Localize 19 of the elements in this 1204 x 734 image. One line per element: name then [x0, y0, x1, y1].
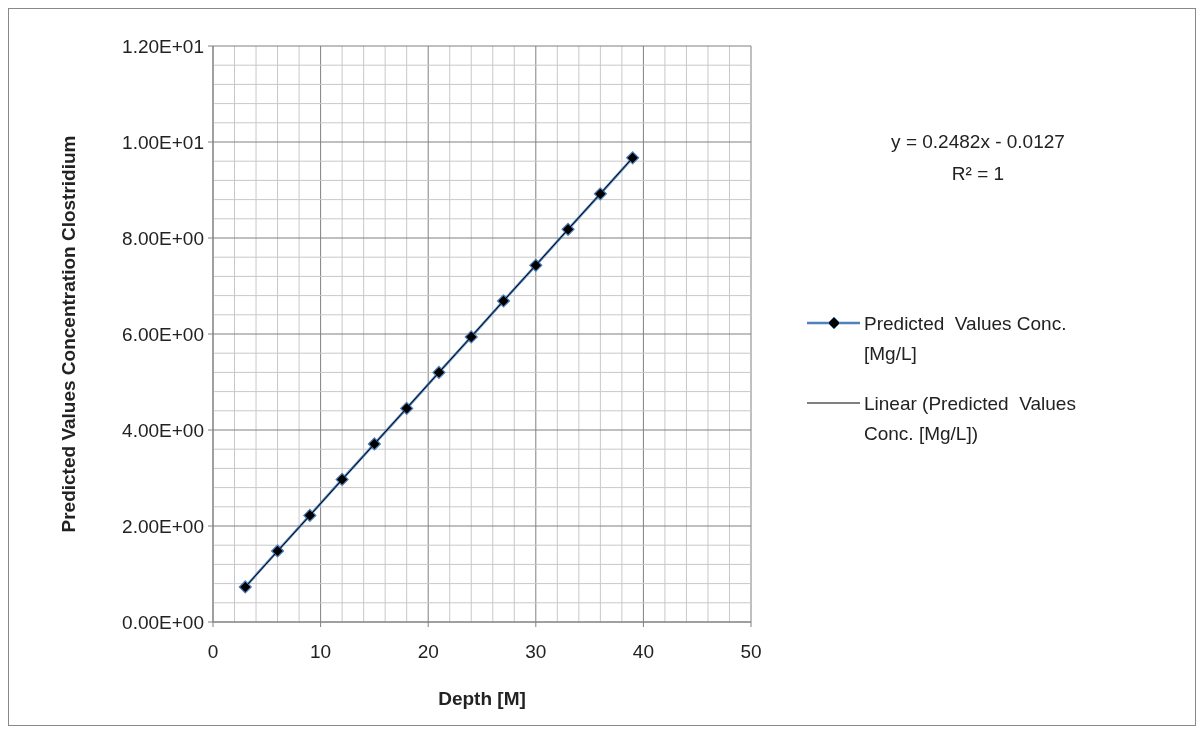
- text: y = 0.2482x - 0.0127: [891, 131, 1065, 152]
- x-tick-label: 0: [207, 641, 219, 662]
- y-tick-label: 2.00E+00: [122, 515, 204, 537]
- y-tick-label: 1.00E+01: [122, 131, 204, 153]
- y-tick-label: 4.00E+00: [122, 419, 204, 441]
- x-axis-title: Depth [M]: [438, 688, 526, 709]
- x-tick-label: 10: [310, 641, 332, 662]
- y-tick-label: 8.00E+00: [122, 227, 204, 249]
- legend-label: Linear (Predicted Values Conc. [Mg/L]): [864, 392, 1076, 444]
- y-axis-title: Predicted Values Concentration Clostridium: [58, 135, 79, 533]
- y-tick-label: 1.20E+01: [122, 35, 204, 57]
- x-tick-label: 50: [740, 641, 762, 662]
- text: R² = 1: [951, 163, 1005, 184]
- y-tick-label: 6.00E+00: [122, 323, 204, 345]
- legend-label: Predicted Values Conc. [Mg/L]: [864, 312, 1067, 364]
- x-tick-label: 40: [632, 641, 654, 662]
- y-tick-label: 0.00E+00: [122, 611, 204, 633]
- x-tick-label: 30: [525, 641, 547, 662]
- x-tick-label: 20: [417, 641, 439, 662]
